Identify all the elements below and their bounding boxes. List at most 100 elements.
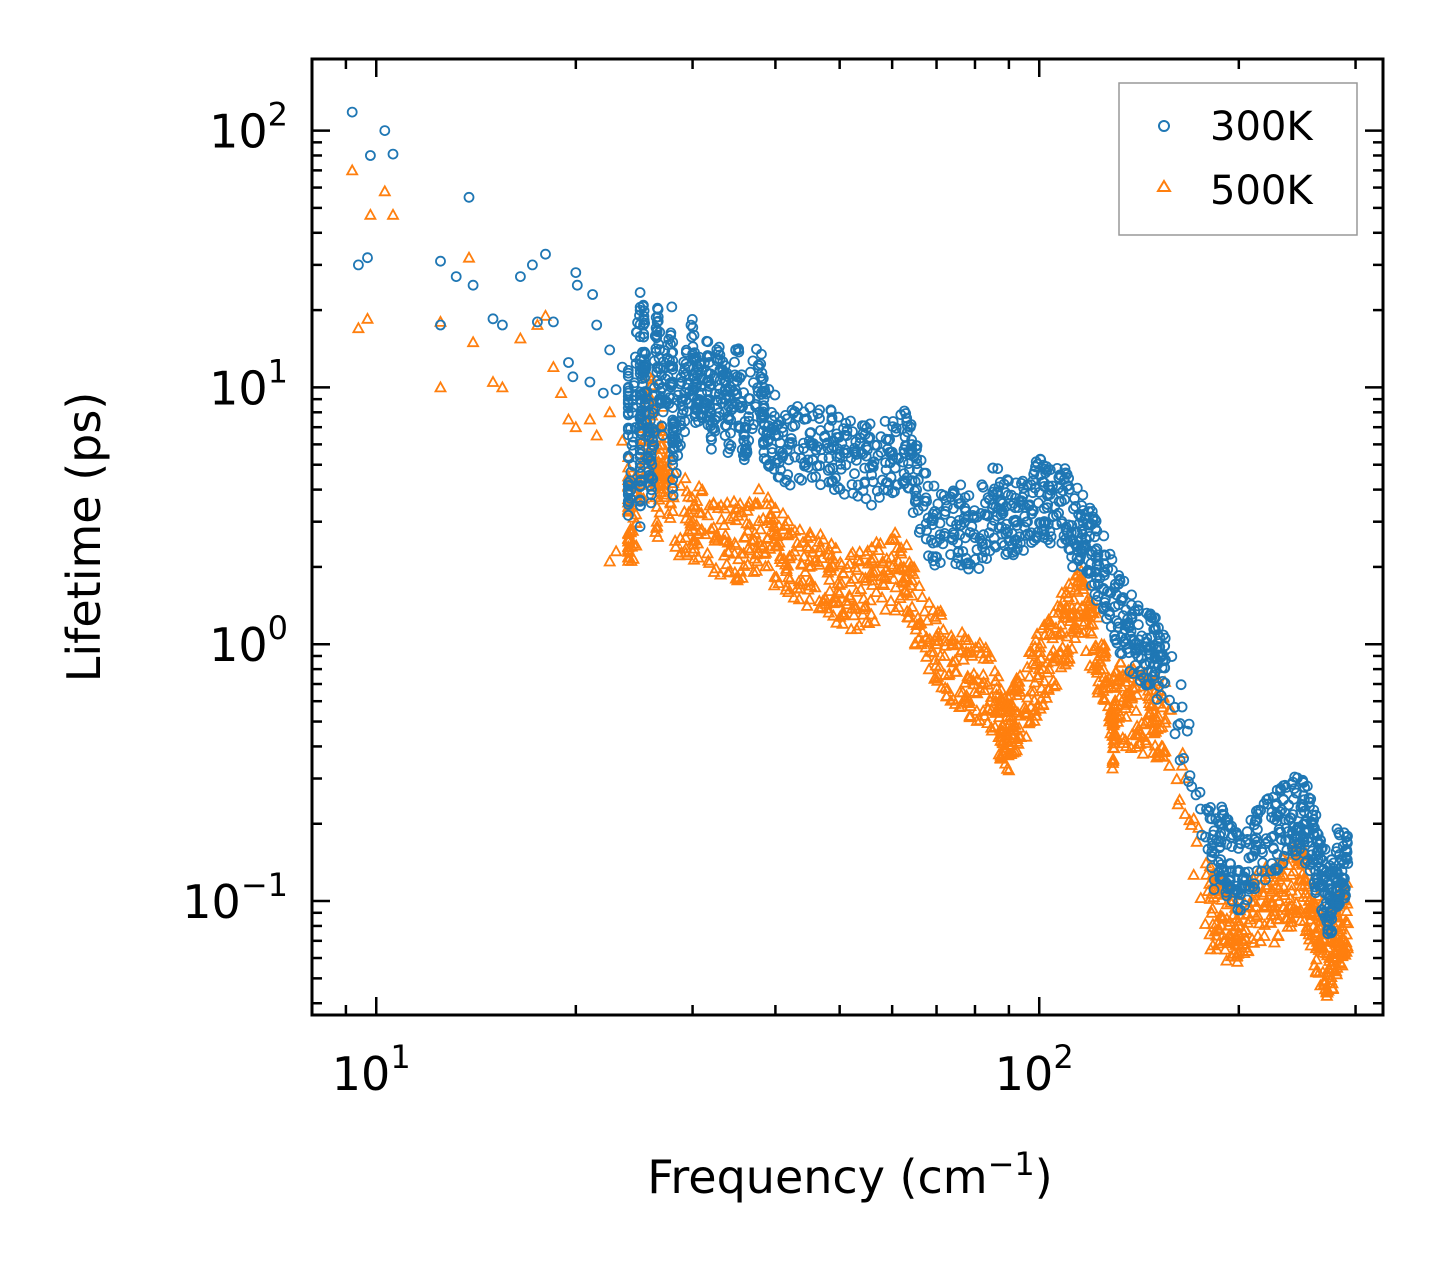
data-point-cloud xyxy=(1235,904,1246,916)
data-point-cloud xyxy=(1267,935,1281,948)
data-point-cloud xyxy=(1018,705,1032,718)
data-point-cloud xyxy=(1151,694,1163,705)
data-point-cloud xyxy=(1071,585,1085,597)
data-point-cloud xyxy=(1022,645,1036,657)
data-point-cloud xyxy=(945,516,957,527)
data-point xyxy=(567,371,579,383)
data-point-cloud xyxy=(666,490,680,503)
data-point-cloud xyxy=(646,439,658,451)
data-point xyxy=(987,502,998,514)
data-point-cloud xyxy=(668,533,682,546)
data-point-cloud xyxy=(1076,578,1090,591)
axis-ticks xyxy=(310,59,1383,1015)
data-point-cloud xyxy=(1135,669,1147,681)
data-point-cloud xyxy=(931,604,945,617)
data-point xyxy=(768,539,782,552)
data-point-cloud xyxy=(1067,561,1078,573)
data-point-cloud xyxy=(1272,872,1287,885)
data-point-cloud xyxy=(1153,622,1164,634)
data-point-cloud xyxy=(635,479,646,491)
data-point-cloud xyxy=(935,680,949,693)
data-point xyxy=(640,393,652,405)
data-point-cloud xyxy=(1248,878,1260,889)
data-point-cloud xyxy=(706,434,717,446)
data-point-cloud xyxy=(813,540,827,553)
data-point-cloud xyxy=(920,467,932,479)
data-point-cloud xyxy=(781,413,793,425)
data-point-cloud xyxy=(865,573,880,586)
data-point-cloud xyxy=(646,489,657,501)
data-point-cloud xyxy=(793,581,807,594)
data-point-cloud xyxy=(823,476,835,488)
data-point-cloud xyxy=(1268,908,1282,921)
data-point-cloud xyxy=(1269,863,1281,875)
data-point xyxy=(655,437,669,450)
data-point xyxy=(945,655,960,668)
data-point-cloud xyxy=(741,557,755,570)
data-point-cloud xyxy=(819,430,831,442)
data-point xyxy=(563,357,574,368)
data-point-cloud xyxy=(861,544,875,556)
data-point-cloud xyxy=(1164,694,1175,706)
data-point-cloud xyxy=(1241,894,1253,906)
data-point-cloud xyxy=(1000,528,1012,540)
data-point-cloud xyxy=(1201,803,1212,815)
data-point-cloud xyxy=(812,601,826,614)
data-point-cloud xyxy=(1297,776,1309,788)
data-point-cloud xyxy=(760,530,775,543)
data-point-cloud xyxy=(727,509,741,522)
data-point-cloud xyxy=(1247,935,1261,948)
data-point-cloud xyxy=(1207,890,1221,902)
data-point-cloud xyxy=(963,563,974,575)
data-point-cloud xyxy=(922,595,936,608)
data-point-cloud xyxy=(1036,525,1048,537)
data-point-cloud xyxy=(634,462,646,474)
data-point-cloud xyxy=(1078,614,1092,627)
data-point-cloud xyxy=(1044,464,1056,476)
data-point-cloud xyxy=(634,444,646,456)
data-point-cloud xyxy=(1252,916,1266,929)
data-point-cloud xyxy=(1240,873,1252,885)
data-point-cloud xyxy=(979,546,991,558)
data-point-cloud xyxy=(1233,830,1245,842)
data-point xyxy=(1043,649,1058,661)
data-point xyxy=(495,380,509,393)
data-point-cloud xyxy=(731,571,746,584)
data-point-cloud xyxy=(814,460,825,472)
data-point-cloud xyxy=(1100,681,1114,694)
data-point-cloud xyxy=(1027,487,1039,499)
data-point-cloud xyxy=(1028,675,1042,688)
legend-box xyxy=(1118,82,1358,236)
data-point xyxy=(691,393,703,405)
data-point-cloud xyxy=(903,564,917,577)
data-point-cloud xyxy=(723,511,737,524)
data-point xyxy=(755,371,766,383)
data-point-cloud xyxy=(692,479,706,492)
data-point-cloud xyxy=(1250,832,1262,844)
data-point-cloud xyxy=(1071,482,1083,494)
data-point-cloud xyxy=(687,321,699,333)
data-point-cloud xyxy=(1057,610,1071,623)
data-point xyxy=(569,420,583,433)
data-point xyxy=(961,669,975,682)
data-point-cloud xyxy=(1098,530,1110,542)
data-point-cloud xyxy=(789,406,800,417)
legend: 300K 500K xyxy=(1118,82,1358,236)
data-point-cloud xyxy=(1042,518,1054,530)
data-point xyxy=(770,430,781,441)
data-point-cloud xyxy=(1010,671,1024,684)
data-point-cloud xyxy=(1009,682,1023,695)
data-point xyxy=(1330,866,1342,878)
data-point-cloud xyxy=(741,446,753,458)
data-point-cloud xyxy=(1224,822,1236,833)
data-point xyxy=(954,520,966,531)
data-point-cloud xyxy=(1003,475,1014,487)
data-point xyxy=(554,386,568,399)
data-point-cloud xyxy=(880,477,892,489)
data-point xyxy=(1149,710,1163,723)
data-point-cloud xyxy=(1237,925,1251,938)
data-point-cloud xyxy=(1307,958,1322,971)
data-point-cloud xyxy=(841,425,853,436)
data-point-cloud xyxy=(1059,585,1074,598)
data-point-cloud xyxy=(639,346,650,358)
